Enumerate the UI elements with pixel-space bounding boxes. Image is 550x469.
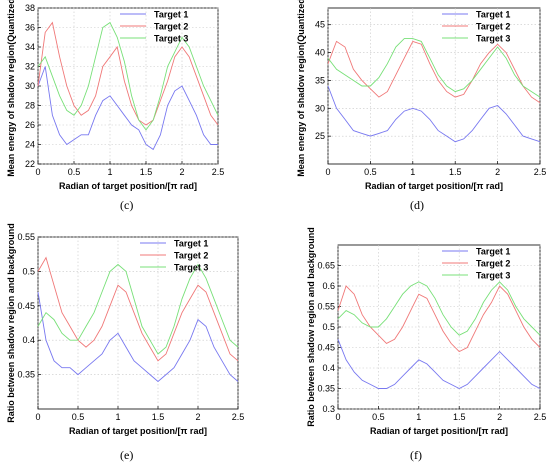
y-tick-label: 0.35 <box>317 384 335 394</box>
y-tick-label: 0.65 <box>317 261 335 271</box>
caption-c: (c) <box>120 198 134 212</box>
y-tick-label: 38 <box>25 3 35 13</box>
y-tick-label: 0.5 <box>322 322 335 332</box>
plot-area-c <box>37 7 219 165</box>
series-line-1 <box>37 291 239 383</box>
x-tick-label: 2.5 <box>534 412 547 422</box>
x-tick-label: 0.5 <box>372 412 385 422</box>
x-axis-label: Radian of target position/[π rad] <box>69 426 207 436</box>
x-tick-label: 0.5 <box>364 167 377 177</box>
y-tick-label: 35 <box>315 75 325 85</box>
y-tick-label: 32 <box>25 62 35 72</box>
x-tick-label: 1 <box>115 412 120 422</box>
x-tick-label: 2 <box>497 412 502 422</box>
x-axis-label: Radian of target position/[π rad] <box>365 181 503 191</box>
legend-label: Target 2 <box>154 22 188 32</box>
y-tick-label: 22 <box>25 159 35 169</box>
x-tick-label: 1.5 <box>140 167 153 177</box>
x-tick-label: 0.5 <box>72 412 85 422</box>
y-tick-label: 40 <box>315 48 325 58</box>
series-line-3 <box>37 263 239 355</box>
y-tick-label: 0.6 <box>322 281 335 291</box>
y-tick-label: 0.45 <box>317 343 335 353</box>
x-axis-label: Radian of target position/[π rad] <box>59 181 197 191</box>
y-tick-label: 26 <box>25 120 35 130</box>
x-tick-label: 2.5 <box>232 412 245 422</box>
legend-label: Target 3 <box>476 271 510 281</box>
x-tick-label: 0 <box>35 167 40 177</box>
y-tick-label: 25 <box>315 131 325 141</box>
legend-label: Target 2 <box>476 22 510 32</box>
x-tick-label: 0 <box>325 167 330 177</box>
y-tick-label: 0.35 <box>17 370 35 380</box>
y-tick-label: 0.5 <box>22 266 35 276</box>
y-axis-label: Mean energy of shadow region(Quantized) <box>6 0 16 177</box>
legend-label: Target 1 <box>174 239 208 249</box>
chart-c: 0 0.5 1 1.5 2 2.5 22 24 26 28 30 32 34 36 38 Target 1 Ta… <box>6 0 224 191</box>
legend-label: Target 3 <box>154 34 188 44</box>
y-tick-label: 0.3 <box>322 404 335 414</box>
y-tick-label: 45 <box>315 20 325 30</box>
y-tick-label: 0.45 <box>17 301 35 311</box>
series-line-2 <box>37 256 239 362</box>
chart-e: 0 0.5 1 1.5 2 2.5 0.35 0.4 0.45 0.5 0.55 Target 1 Ta… <box>6 223 244 436</box>
x-tick-label: 2 <box>195 412 200 422</box>
legend-label: Target 2 <box>174 251 208 261</box>
chart-f: 0 0.5 1 1.5 2 2.5 0.3 0.35 0.4 0.45 0.5 0.55 0.6 0.65… <box>306 227 546 436</box>
y-tick-label: 0.55 <box>317 302 335 312</box>
series-line-1 <box>327 85 541 143</box>
legend-label: Target 3 <box>174 263 208 273</box>
series-line-1 <box>337 339 541 390</box>
x-tick-label: 2 <box>495 167 500 177</box>
x-tick-label: 1.5 <box>449 167 462 177</box>
caption-e: (e) <box>120 448 134 462</box>
caption-d: (d) <box>410 198 424 212</box>
y-tick-label: 34 <box>25 42 35 52</box>
series-line-1 <box>37 66 218 151</box>
series-line-2 <box>327 40 541 104</box>
x-tick-label: 2 <box>179 167 184 177</box>
x-axis-label: Radian of target position/[π rad] <box>370 426 508 436</box>
series-line-2 <box>37 21 219 126</box>
x-tick-label: 2.5 <box>534 167 547 177</box>
y-tick-label: 30 <box>25 81 35 91</box>
legend-label: Target 1 <box>476 10 510 20</box>
legend-label: Target 1 <box>476 247 510 257</box>
legend-label: Target 2 <box>476 259 510 269</box>
y-tick-label: 28 <box>25 101 35 111</box>
x-tick-label: 1.5 <box>152 412 165 422</box>
y-tick-label: 36 <box>25 23 35 33</box>
y-axis-label: Ratio between shadow region and backgrou… <box>6 223 16 423</box>
y-tick-label: 24 <box>25 140 35 150</box>
x-tick-label: 1 <box>107 167 112 177</box>
y-tick-label: 0.55 <box>17 232 35 242</box>
y-axis-label: Ratio between shadow region and backgrou… <box>306 227 316 427</box>
x-tick-label: 1.5 <box>453 412 466 422</box>
x-tick-label: 2.5 <box>212 167 225 177</box>
x-tick-label: 1 <box>410 167 415 177</box>
x-tick-label: 0 <box>35 412 40 422</box>
y-tick-label: 0.4 <box>22 335 35 345</box>
y-axis-label: Mean energy of shadow region(Quantized) <box>296 0 306 177</box>
x-tick-label: 0 <box>335 412 340 422</box>
legend-label: Target 3 <box>476 34 510 44</box>
legend-label: Target 1 <box>154 10 188 20</box>
series-line-3 <box>327 38 541 98</box>
y-tick-label: 30 <box>315 103 325 113</box>
series-line-3 <box>37 21 219 131</box>
caption-f: (f) <box>410 448 422 462</box>
chart-d: 0 0.5 1 1.5 2 2.5 25 30 35 40 45 Target 1 Target 2 Ta… <box>296 0 546 191</box>
x-tick-label: 0.5 <box>68 167 81 177</box>
series-line-3 <box>337 281 541 336</box>
series-line-2 <box>337 285 541 353</box>
y-tick-label: 0.4 <box>322 363 335 373</box>
x-tick-label: 1 <box>416 412 421 422</box>
